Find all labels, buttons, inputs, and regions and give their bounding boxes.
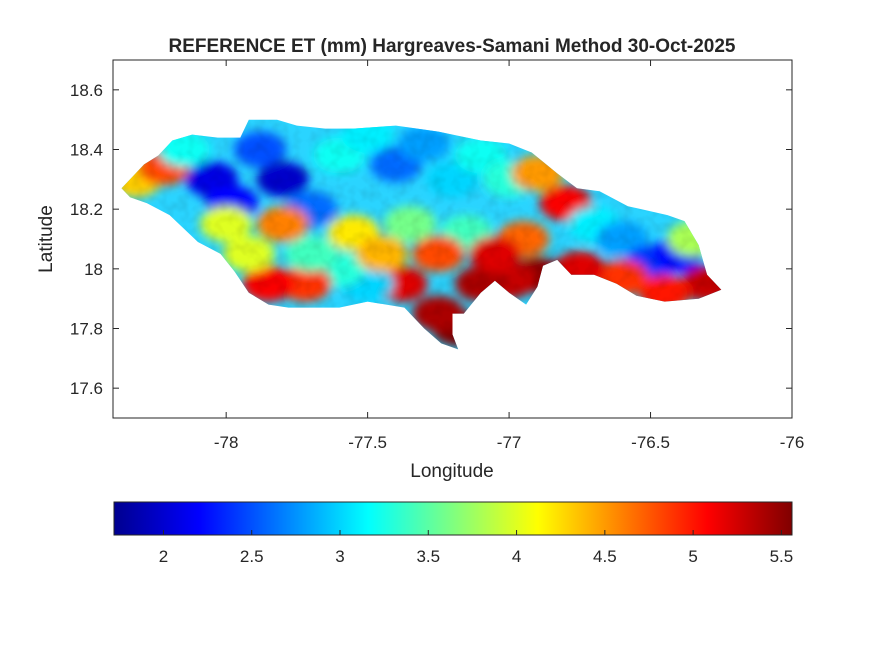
colorbar-tick-label: 5 (688, 547, 697, 566)
y-tick-label: 17.8 (70, 320, 103, 339)
x-tick-label: -77.5 (348, 433, 387, 452)
colorbar-tick-label: 4 (512, 547, 521, 566)
x-tick-label: -76.5 (631, 433, 670, 452)
colorbar-tick-label: 2.5 (240, 547, 264, 566)
y-tick-label: 18.4 (70, 141, 103, 160)
x-tick-label: -78 (214, 433, 239, 452)
x-axis: -78 -77.5 -77 -76.5 -76 (214, 60, 804, 452)
y-tick-label: 18 (84, 260, 103, 279)
y-tick-label: 18.6 (70, 81, 103, 100)
y-tick-label: 18.2 (70, 200, 103, 219)
colorbar-tick-label: 2 (159, 547, 168, 566)
x-axis-label: Longitude (410, 461, 493, 482)
et-heatmap-region (121, 119, 722, 350)
et-texture (121, 119, 722, 350)
x-tick-label: -77 (497, 433, 522, 452)
colorbar (113, 501, 793, 536)
y-axis-label: Latitude (36, 205, 57, 273)
colorbar-ticks: 2 2.5 3 3.5 4 4.5 5 5.5 (159, 530, 794, 566)
colorbar-tick-label: 4.5 (593, 547, 617, 566)
x-tick-label: -76 (780, 433, 805, 452)
plot-area-frame (112, 59, 793, 419)
chart-title: REFERENCE ET (mm) Hargreaves-Samani Meth… (169, 36, 736, 57)
colorbar-tick-label: 5.5 (770, 547, 794, 566)
y-axis: 17.6 17.8 18 18.2 18.4 18.6 (70, 81, 792, 398)
colorbar-tick-label: 3.5 (416, 547, 440, 566)
y-tick-label: 17.6 (70, 379, 103, 398)
colorbar-tick-label: 3 (335, 547, 344, 566)
